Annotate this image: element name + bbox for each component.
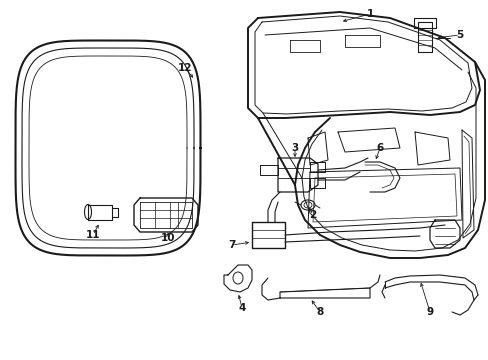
Text: 10: 10	[161, 233, 175, 243]
Text: 6: 6	[376, 143, 383, 153]
Text: 5: 5	[455, 30, 463, 40]
Text: 9: 9	[426, 307, 433, 317]
Text: 11: 11	[85, 230, 100, 240]
Text: 7: 7	[228, 240, 235, 250]
Text: 4: 4	[238, 303, 245, 313]
Text: 12: 12	[177, 63, 192, 73]
Text: 8: 8	[316, 307, 323, 317]
Text: 3: 3	[291, 143, 298, 153]
Text: 2: 2	[309, 210, 316, 220]
Text: 1: 1	[366, 9, 373, 19]
